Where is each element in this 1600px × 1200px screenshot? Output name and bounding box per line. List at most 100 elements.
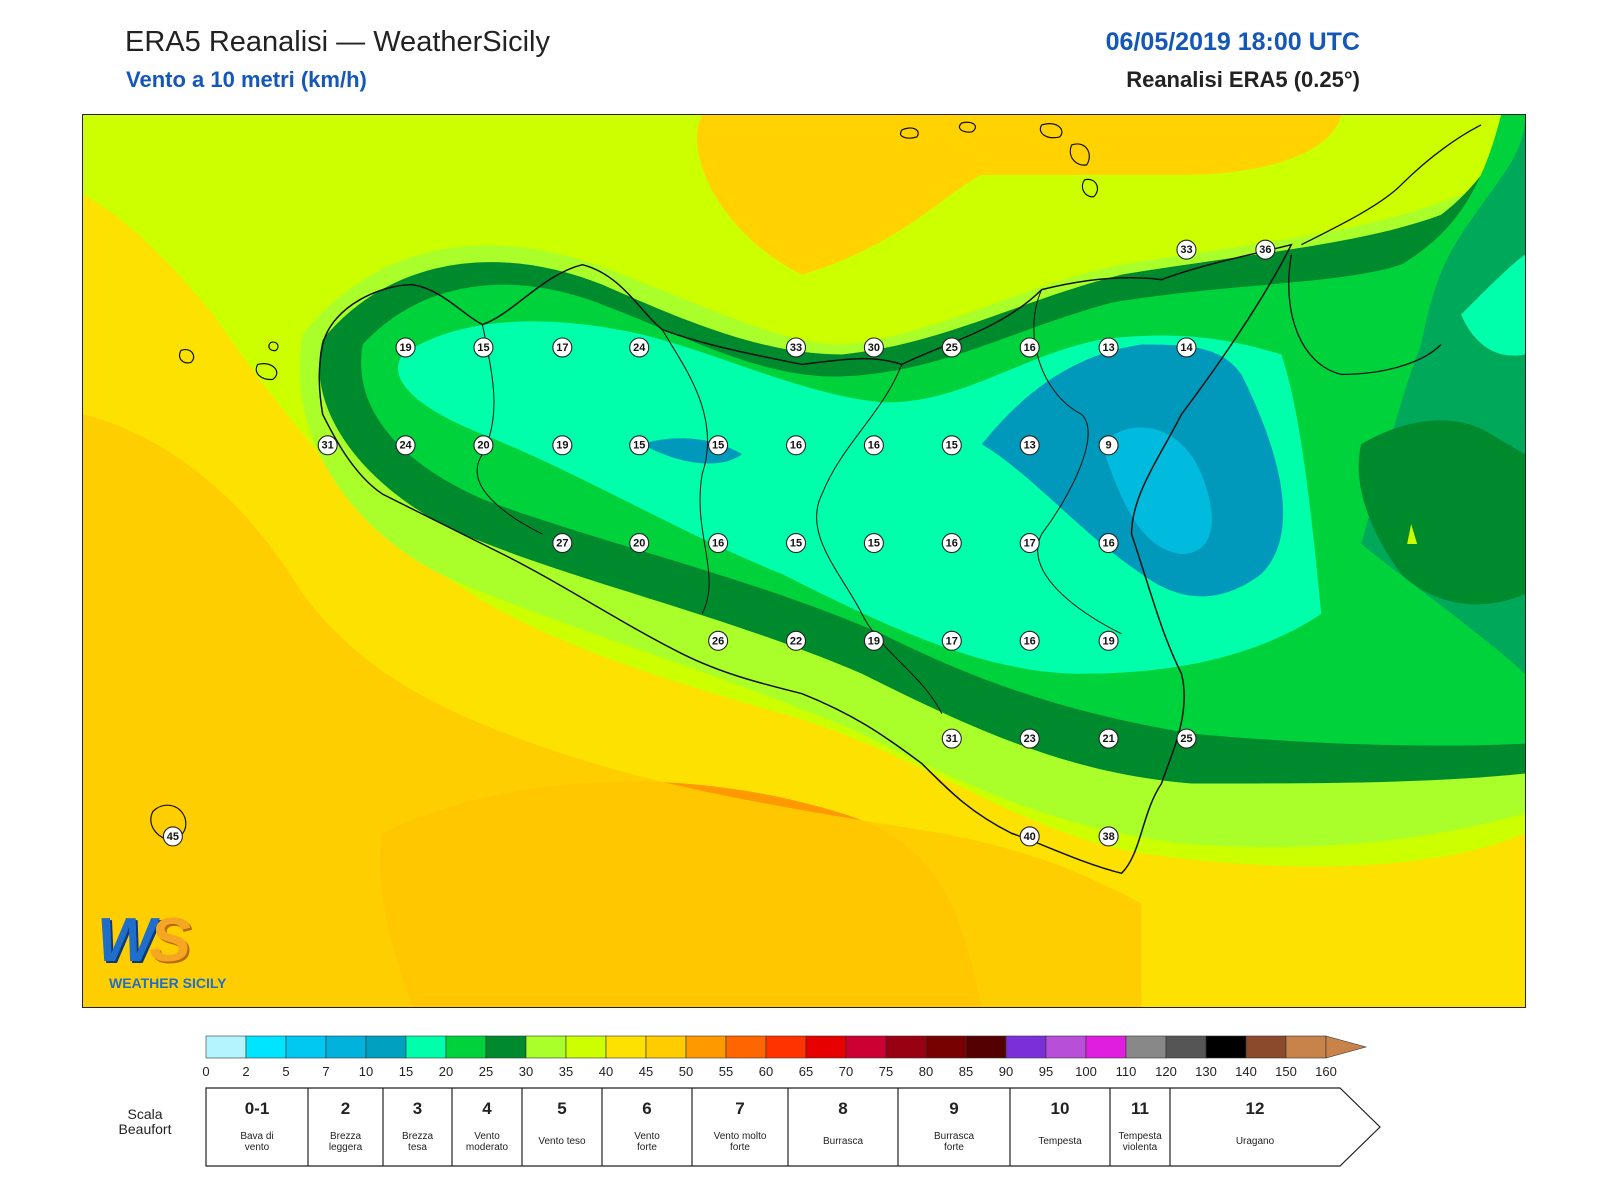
station-marker: 9 xyxy=(1098,435,1119,456)
scale-tick-label: 130 xyxy=(1195,1064,1217,1079)
station-value: 38 xyxy=(1102,831,1114,843)
scale-swatch xyxy=(885,1035,927,1059)
station-marker: 20 xyxy=(629,533,650,554)
scale-arrow xyxy=(1325,1035,1368,1059)
scale-tick-label: 100 xyxy=(1075,1064,1097,1079)
wind-map: 19 15 17 24 33 30 25 16 13 14 31 24 20 19 15 15 16 16 15 13… xyxy=(82,114,1526,1008)
beaufort-desc: Burrasca xyxy=(823,1136,863,1147)
station-marker: 31 xyxy=(941,728,962,749)
station-circle xyxy=(1176,728,1197,749)
scale-swatch xyxy=(765,1035,807,1059)
scale-swatch xyxy=(1085,1035,1127,1059)
station-value: 15 xyxy=(477,342,489,354)
station-marker: 23 xyxy=(1019,728,1040,749)
station-circle xyxy=(1019,728,1040,749)
station-value: 16 xyxy=(946,538,958,550)
sicily-coastline xyxy=(318,243,1293,875)
station-marker: 16 xyxy=(1019,630,1040,651)
beaufort-desc-2: tesa xyxy=(408,1142,427,1153)
station-marker: 16 xyxy=(708,533,729,554)
scale-tick-label: 2 xyxy=(242,1064,249,1079)
station-circle xyxy=(473,435,494,456)
beaufort-number: 9 xyxy=(949,1099,958,1118)
station-circle xyxy=(941,533,962,554)
scale-swatch xyxy=(685,1035,727,1059)
scale-swatch xyxy=(205,1035,247,1059)
station-marker: 17 xyxy=(941,630,962,651)
station-marker: 15 xyxy=(629,435,650,456)
station-circle xyxy=(1019,826,1040,847)
station-value: 19 xyxy=(1102,635,1114,647)
scale-swatch xyxy=(1165,1035,1207,1059)
scale-swatch xyxy=(405,1035,447,1059)
scale-tick-label: 95 xyxy=(1039,1064,1053,1079)
station-value: 16 xyxy=(1024,635,1036,647)
scale-swatch xyxy=(1205,1035,1247,1059)
station-value: 19 xyxy=(399,342,411,354)
scale-swatch xyxy=(1245,1035,1287,1059)
station-value: 15 xyxy=(790,538,802,550)
field-gold-north xyxy=(682,115,1342,275)
station-marker: 25 xyxy=(941,337,962,358)
station-value: 40 xyxy=(1024,831,1036,843)
field-darkgreen-east xyxy=(1358,420,1525,605)
station-marker: 38 xyxy=(1098,826,1119,847)
scale-tick-label: 25 xyxy=(479,1064,493,1079)
station-marker: 33 xyxy=(785,337,807,358)
station-value: 45 xyxy=(167,831,179,843)
beaufort-desc: Brezza xyxy=(402,1131,434,1142)
scale-tick-label: 110 xyxy=(1116,1064,1137,1079)
beaufort-desc: Brezza xyxy=(330,1131,362,1142)
station-marker: 26 xyxy=(708,630,729,651)
station-value: 17 xyxy=(556,342,568,354)
station-circle xyxy=(941,630,962,651)
station-marker: 33 xyxy=(1176,239,1197,260)
station-marker: 15 xyxy=(473,337,494,358)
station-circle xyxy=(1098,337,1119,358)
station-marker: 21 xyxy=(1098,728,1119,749)
beaufort-desc-2: leggera xyxy=(329,1142,363,1153)
beaufort-number: 10 xyxy=(1051,1099,1070,1118)
beaufort-desc-2: forte xyxy=(637,1142,657,1153)
station-marker: 24 xyxy=(395,435,416,456)
legend: 0 2 5 7 10 15 20 25 30 35 40 45 50 55 60 65 70 75 80 85 90 95… xyxy=(0,1030,1600,1200)
station-value: 16 xyxy=(712,538,724,550)
aeolian-islands xyxy=(900,121,1099,198)
scale-tick-label: 90 xyxy=(999,1064,1013,1079)
field-spot xyxy=(1407,524,1418,545)
station-marker: 17 xyxy=(1019,533,1040,554)
station-marker: 22 xyxy=(785,630,807,651)
beaufort-number: 7 xyxy=(735,1099,744,1118)
scale-tick-label: 85 xyxy=(959,1064,973,1079)
beaufort-number: 12 xyxy=(1246,1099,1265,1118)
station-circle xyxy=(863,337,884,358)
station-value: 20 xyxy=(633,538,645,550)
station-value: 36 xyxy=(1259,244,1271,256)
station-circle xyxy=(552,337,573,358)
station-marker: 24 xyxy=(629,337,650,358)
station-marker: 25 xyxy=(1176,728,1197,749)
scale-tick-label: 5 xyxy=(282,1064,289,1079)
station-value: 19 xyxy=(868,635,880,647)
scale-tick-label: 55 xyxy=(719,1064,733,1079)
station-value: 21 xyxy=(1102,733,1114,745)
station-marker: 16 xyxy=(1098,533,1119,554)
station-value: 33 xyxy=(1180,244,1192,256)
beaufort-desc: Vento xyxy=(474,1131,500,1142)
station-marker: 19 xyxy=(395,337,416,358)
station-marker: 15 xyxy=(941,435,962,456)
station-circle xyxy=(941,337,962,358)
station-value: 14 xyxy=(1180,342,1193,354)
station-value: 24 xyxy=(633,342,646,354)
station-markers: 19 15 17 24 33 30 25 16 13 14 31 24 20 19 15 15 16 16 15 13… xyxy=(162,239,1276,847)
station-marker: 31 xyxy=(317,435,338,456)
station-value: 31 xyxy=(322,440,334,452)
station-marker: 13 xyxy=(1098,337,1119,358)
station-value: 17 xyxy=(946,635,958,647)
calabria-coastline xyxy=(1288,124,1482,376)
station-circle xyxy=(941,728,962,749)
scale-ticks: 0 2 5 7 10 15 20 25 30 35 40 45 50 55 60 65 70 75 80 85 90 95… xyxy=(202,1064,1336,1079)
station-circle xyxy=(1019,337,1040,358)
scale-swatch xyxy=(1285,1035,1327,1059)
station-value: 33 xyxy=(790,342,802,354)
